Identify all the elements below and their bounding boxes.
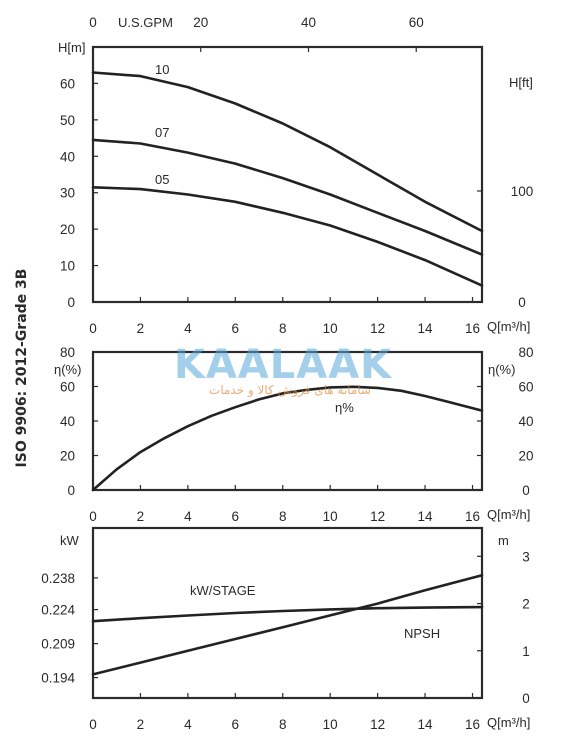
x-tick-label: 16 (465, 509, 480, 524)
npsh-curve-label: NPSH (404, 626, 440, 641)
y-tick-label: 50 (60, 113, 75, 128)
right-tick-label: 0 (522, 483, 530, 498)
right-axis-label-npsh: m (498, 533, 509, 548)
right-tick-label: 0 (522, 691, 530, 706)
npsh-curve (91, 573, 484, 676)
right-tick-label: 80 (518, 345, 533, 360)
y-tick-label: 60 (60, 380, 75, 395)
x-tick-label: 10 (323, 509, 338, 524)
plot-frame-1 (91, 45, 484, 304)
right-tick-label: 100 (511, 184, 534, 199)
right-tick-label: 0 (518, 295, 526, 310)
x-tick-label: 12 (370, 717, 385, 732)
right-axis-label-head: H[ft] (509, 75, 533, 90)
y-tick-label: 0.224 (41, 603, 75, 618)
y-tick-label: 20 (60, 222, 75, 237)
x-tick-label: 0 (89, 717, 97, 732)
y-tick-label: 60 (60, 76, 75, 91)
x-tick-label: 6 (232, 321, 240, 336)
curve-label-05: 05 (155, 172, 169, 187)
x-tick-label: 16 (465, 717, 480, 732)
x-tick-label: 6 (232, 509, 240, 524)
x-tick-label: 10 (323, 321, 338, 336)
x-axis-label: Q[m³/h] (487, 507, 530, 522)
y-tick-label: 0.194 (41, 671, 75, 686)
top-tick-label: 40 (301, 15, 316, 30)
y-tick-label: 10 (60, 259, 75, 274)
x-tick-label: 14 (418, 717, 434, 732)
x-tick-label: 0 (89, 321, 97, 336)
plot-frame-3 (91, 526, 484, 700)
y-axis-label-eff: η(%) (54, 362, 81, 377)
y-tick-label: 0 (67, 483, 75, 498)
curve-label-07: 07 (155, 125, 169, 140)
right-tick-label: 20 (518, 449, 533, 464)
right-tick-label: 1 (522, 644, 530, 659)
curve-label-10: 10 (155, 62, 169, 77)
x-tick-label: 10 (323, 717, 338, 732)
right-tick-label: 40 (518, 414, 533, 429)
y-tick-label: 0 (67, 295, 75, 310)
x-tick-label: 14 (418, 321, 434, 336)
top-tick-label: 20 (193, 15, 208, 30)
y-axis-label-power: kW (60, 533, 80, 548)
right-axis-label-eff: η(%) (488, 362, 515, 377)
standard-label: ISO 9906: 2012-Grade 3B (14, 269, 30, 468)
y-tick-label: 0.238 (41, 571, 75, 586)
top-axis-label: U.S.GPM (118, 15, 173, 30)
watermark-logo: KAALAAK (174, 342, 393, 388)
y-tick-label: 80 (60, 345, 75, 360)
y-tick-label: 30 (60, 186, 75, 201)
x-tick-label: 12 (370, 509, 385, 524)
x-tick-label: 6 (232, 717, 240, 732)
x-tick-label: 2 (137, 321, 145, 336)
top-tick-label: 60 (409, 15, 424, 30)
x-tick-label: 4 (184, 717, 192, 732)
right-tick-label: 3 (522, 549, 530, 564)
power-curve (91, 605, 484, 623)
x-tick-label: 8 (279, 509, 287, 524)
y-axis-label-head: H[m] (58, 40, 85, 55)
y-tick-label: 40 (60, 149, 75, 164)
head-curve-05 (91, 186, 484, 287)
x-axis-label: Q[m³/h] (487, 319, 530, 334)
head-curve-10 (91, 71, 484, 233)
x-tick-label: 8 (279, 717, 287, 732)
right-tick-label: 60 (518, 380, 533, 395)
right-tick-label: 2 (522, 597, 530, 612)
top-tick-label: 0 (89, 15, 97, 30)
y-tick-label: 0.209 (41, 637, 75, 652)
x-tick-label: 2 (137, 717, 145, 732)
power-curve-label: kW/STAGE (190, 583, 256, 598)
y-tick-label: 20 (60, 449, 75, 464)
x-axis-label: Q[m³/h] (487, 715, 530, 730)
head-curve-07 (91, 138, 484, 256)
x-tick-label: 16 (465, 321, 480, 336)
efficiency-curve (91, 385, 484, 492)
watermark-tagline: سامانه های فروش کالا و خدمات (209, 383, 371, 398)
x-tick-label: 2 (137, 509, 145, 524)
x-tick-label: 4 (184, 321, 192, 336)
standard-label-group: ISO 9906: 2012-Grade 3B (14, 269, 30, 468)
efficiency-curve-label: η% (335, 400, 354, 415)
y-tick-label: 40 (60, 414, 75, 429)
x-tick-label: 0 (89, 509, 97, 524)
x-tick-label: 4 (184, 509, 192, 524)
x-tick-label: 8 (279, 321, 287, 336)
x-tick-label: 12 (370, 321, 385, 336)
x-tick-label: 14 (418, 509, 434, 524)
